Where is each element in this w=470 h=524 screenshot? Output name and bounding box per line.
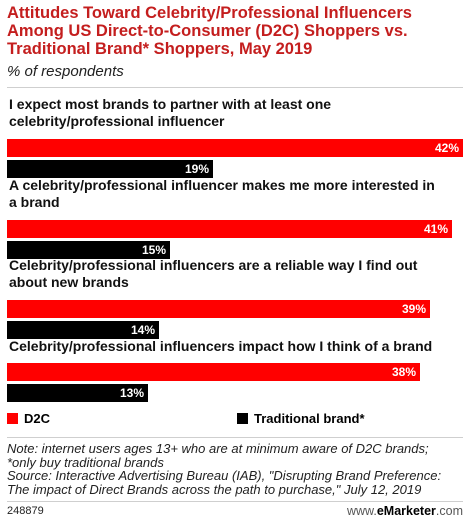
bar-d2c-1 [7, 139, 463, 157]
value-label-traditional-2: 15% [142, 243, 166, 257]
category-label-3-line-1: Celebrity/professional influencers are a… [9, 257, 418, 273]
legend-item-traditional: Traditional brand* [237, 411, 365, 426]
brand-name: eMarketer [376, 504, 436, 518]
chart-id: 248879 [7, 505, 44, 517]
emarketer-logo: www.eMarketer.com [347, 504, 463, 518]
brand-suffix: .com [435, 504, 463, 518]
title-line-1: Attitudes Toward Celebrity/Professional … [7, 4, 412, 22]
notes: Note: internet users ages 13+ who are at… [7, 442, 465, 496]
bar-traditional-3 [7, 321, 159, 339]
bar-d2c-3 [7, 300, 430, 318]
value-label-d2c-3: 39% [402, 302, 426, 316]
value-label-traditional-1: 19% [185, 162, 209, 176]
bar-traditional-4 [7, 384, 148, 402]
bar-traditional-2 [7, 241, 170, 259]
header-divider [7, 87, 463, 88]
category-label-2-line-2: a brand [9, 194, 60, 210]
value-label-d2c-4: 38% [392, 365, 416, 379]
title-line-3: Traditional Brand* Shoppers, May 2019 [7, 40, 313, 58]
source-line-1: Source: Interactive Advertising Bureau (… [7, 468, 442, 484]
category-label-1-line-1: I expect most brands to partner with at … [9, 96, 331, 112]
value-label-d2c-2: 41% [424, 222, 448, 236]
category-label-2-line-1: A celebrity/professional influencer make… [9, 177, 435, 193]
bar-d2c-4 [7, 363, 420, 381]
title-line-2: Among US Direct-to-Consumer (D2C) Shoppe… [7, 22, 408, 40]
category-label-4-line-1: Celebrity/professional influencers impac… [9, 338, 432, 354]
note-line-2: *only buy traditional brands [7, 454, 164, 470]
category-label-1-line-2: celebrity/professional influencer [9, 113, 225, 129]
brand-prefix: www. [346, 504, 377, 518]
legend-swatch-traditional [237, 413, 248, 424]
chart-title: Attitudes Toward Celebrity/Professional … [7, 4, 463, 58]
legend-swatch-d2c [7, 413, 18, 424]
footer-divider [7, 501, 463, 502]
value-label-traditional-3: 14% [131, 323, 155, 337]
category-label-3-line-2: about new brands [9, 274, 129, 290]
source-line-2: The impact of Direct Brands across the p… [7, 481, 422, 497]
notes-divider [7, 437, 463, 438]
bar-chart: I expect most brands to partner with at … [7, 96, 463, 402]
bar-traditional-1 [7, 160, 213, 178]
legend-item-d2c: D2C [7, 411, 50, 426]
value-label-d2c-1: 42% [435, 141, 459, 155]
value-label-traditional-4: 13% [120, 386, 144, 400]
note-line-1: Note: internet users ages 13+ who are at… [7, 441, 429, 456]
legend-label-d2c: D2C [24, 411, 51, 426]
chart-subtitle: % of respondents [7, 63, 124, 80]
legend-label-traditional: Traditional brand* [254, 411, 365, 426]
bar-d2c-2 [7, 220, 452, 238]
footer: 248879 www.eMarketer.com [7, 504, 463, 521]
